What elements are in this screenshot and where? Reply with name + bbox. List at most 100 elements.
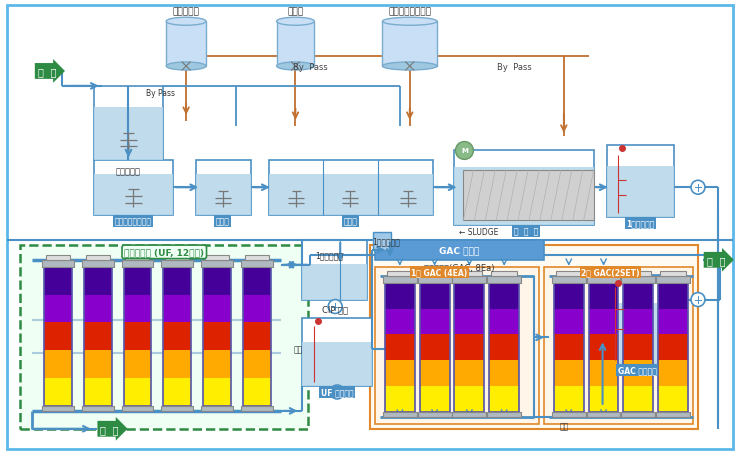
- Bar: [303, 240, 367, 300]
- Bar: [385, 283, 414, 412]
- Bar: [420, 309, 449, 334]
- Bar: [659, 283, 688, 309]
- Bar: [81, 260, 113, 267]
- Bar: [385, 283, 414, 309]
- Bar: [42, 406, 74, 411]
- Bar: [623, 360, 653, 386]
- Bar: [164, 267, 191, 295]
- Bar: [552, 412, 585, 417]
- Bar: [383, 276, 417, 283]
- Bar: [591, 271, 616, 276]
- Bar: [454, 283, 484, 412]
- Bar: [554, 360, 584, 386]
- Bar: [42, 260, 74, 267]
- Bar: [84, 350, 112, 378]
- Bar: [94, 175, 173, 216]
- Ellipse shape: [383, 63, 437, 71]
- Text: 입상활성탄(GAC, 8Ea): 입상활성탄(GAC, 8Ea): [424, 263, 495, 272]
- Bar: [489, 360, 519, 386]
- Text: 역세: 역세: [559, 422, 568, 431]
- Bar: [623, 309, 653, 334]
- Bar: [554, 334, 584, 360]
- Text: 2단 GAC(2SET): 2단 GAC(2SET): [582, 268, 640, 277]
- Ellipse shape: [277, 18, 314, 26]
- Bar: [203, 267, 231, 295]
- Bar: [164, 378, 191, 406]
- Bar: [454, 309, 484, 334]
- Polygon shape: [463, 171, 593, 221]
- Text: 배  수: 배 수: [101, 424, 119, 434]
- Bar: [588, 334, 619, 360]
- Bar: [205, 255, 229, 260]
- Text: By  Pass: By Pass: [497, 63, 531, 72]
- Bar: [625, 271, 651, 276]
- Text: 차아염소산나트륨: 차아염소산나트륨: [388, 7, 431, 16]
- Bar: [588, 309, 619, 334]
- Text: 원수분배조: 원수분배조: [116, 167, 141, 176]
- Bar: [556, 271, 582, 276]
- Text: 응집조: 응집조: [343, 217, 357, 226]
- Bar: [544, 267, 693, 424]
- Bar: [660, 271, 686, 276]
- Bar: [201, 406, 233, 411]
- Bar: [659, 283, 688, 412]
- Bar: [659, 334, 688, 360]
- Bar: [370, 245, 698, 429]
- Bar: [623, 386, 653, 412]
- Bar: [588, 386, 619, 412]
- Bar: [554, 309, 584, 334]
- Circle shape: [329, 300, 342, 314]
- Bar: [623, 283, 653, 412]
- Text: 1차처리수조: 1차처리수조: [626, 219, 655, 228]
- Bar: [164, 295, 191, 323]
- Bar: [121, 406, 153, 411]
- Bar: [121, 260, 153, 267]
- Bar: [164, 350, 191, 378]
- Bar: [554, 386, 584, 412]
- Bar: [243, 323, 271, 350]
- Bar: [387, 271, 413, 276]
- Text: 응집제: 응집제: [287, 7, 303, 16]
- Text: ← SLUDGE: ← SLUDGE: [460, 228, 499, 237]
- Circle shape: [330, 385, 344, 399]
- Bar: [94, 86, 164, 161]
- Bar: [240, 260, 272, 267]
- Bar: [552, 276, 585, 283]
- Bar: [607, 146, 674, 217]
- Bar: [659, 386, 688, 412]
- Bar: [164, 267, 191, 406]
- Bar: [277, 22, 314, 67]
- Bar: [457, 271, 482, 276]
- Bar: [622, 276, 655, 283]
- Text: 1단 GAC (4EA): 1단 GAC (4EA): [411, 268, 468, 277]
- Bar: [94, 107, 164, 161]
- Text: 1차처리수조: 1차처리수조: [372, 236, 400, 245]
- Text: 분말활성탄접촉조: 분말활성탄접촉조: [115, 217, 152, 226]
- Bar: [659, 360, 688, 386]
- Bar: [385, 309, 414, 334]
- Bar: [454, 360, 484, 386]
- Bar: [554, 283, 584, 412]
- Bar: [487, 412, 521, 417]
- Circle shape: [691, 293, 705, 307]
- Bar: [454, 283, 484, 309]
- Bar: [269, 161, 433, 216]
- Bar: [124, 378, 152, 406]
- Bar: [417, 276, 451, 283]
- Bar: [161, 406, 193, 411]
- Text: By  Pass: By Pass: [293, 63, 328, 72]
- Bar: [124, 267, 152, 406]
- Bar: [165, 255, 189, 260]
- Bar: [587, 412, 620, 417]
- Bar: [245, 255, 269, 260]
- Bar: [373, 233, 391, 250]
- Bar: [420, 386, 449, 412]
- Bar: [588, 283, 619, 412]
- Bar: [203, 378, 231, 406]
- Text: 송  수: 송 수: [707, 255, 725, 265]
- Bar: [44, 267, 72, 406]
- Text: M: M: [461, 148, 468, 154]
- Bar: [240, 406, 272, 411]
- Bar: [203, 323, 231, 350]
- Bar: [656, 276, 690, 283]
